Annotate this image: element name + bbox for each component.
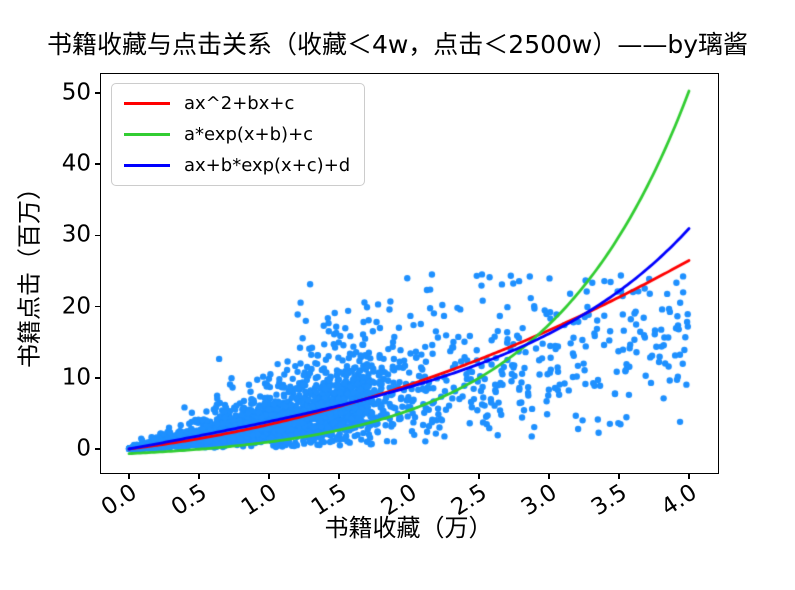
y-tick-label: 40 [61, 150, 91, 177]
legend-item: a*exp(x+b)+c [124, 123, 350, 145]
legend-line-sample [124, 133, 170, 137]
y-axis-label: 书籍点击（百万） [15, 176, 44, 368]
chart-title: 书籍收藏与点击关系（收藏＜4w，点击＜2500w）——by璃酱 [46, 30, 749, 59]
y-tick-mark [95, 305, 101, 308]
y-tick-mark [95, 377, 101, 379]
legend: ax^2+bx+c a*exp(x+b)+c ax+b*exp(x+c)+d [111, 83, 366, 187]
x-tick-mark [548, 473, 550, 479]
y-tick-mark [95, 234, 101, 237]
x-tick-mark [688, 473, 690, 479]
x-tick-mark [478, 473, 480, 479]
plot-area: 0.0 0.5 1.0 1.5 2.0 2.5 3.0 3.5 4.0 0 10 20 30 40 50 a… [62, 73, 719, 521]
legend-line-sample [124, 102, 170, 106]
y-tick-label: 20 [61, 293, 91, 320]
y-tick-label: 30 [61, 221, 91, 248]
legend-label: a*exp(x+b)+c [184, 123, 314, 145]
legend-item: ax+b*exp(x+c)+d [124, 154, 351, 176]
y-tick-label: 50 [61, 79, 91, 106]
x-tick-mark [268, 473, 270, 479]
x-tick-mark [618, 473, 620, 479]
legend-item: ax^2+bx+c [124, 94, 350, 114]
legend-label: ax+b*exp(x+c)+d [184, 154, 351, 176]
y-tick-mark [95, 92, 101, 94]
y-tick-mark [95, 163, 101, 165]
x-axis-label: 书籍收藏（万） [324, 514, 493, 542]
y-tick-mark [95, 448, 101, 450]
x-tick-mark [198, 473, 200, 479]
y-tick-label: 0 [76, 435, 91, 462]
y-tick-label: 10 [61, 364, 91, 391]
legend-line-sample [124, 163, 170, 167]
legend-label: ax^2+bx+c [184, 93, 295, 114]
x-tick-mark [128, 473, 130, 479]
x-tick-mark [338, 473, 340, 479]
x-tick-mark [408, 473, 410, 479]
